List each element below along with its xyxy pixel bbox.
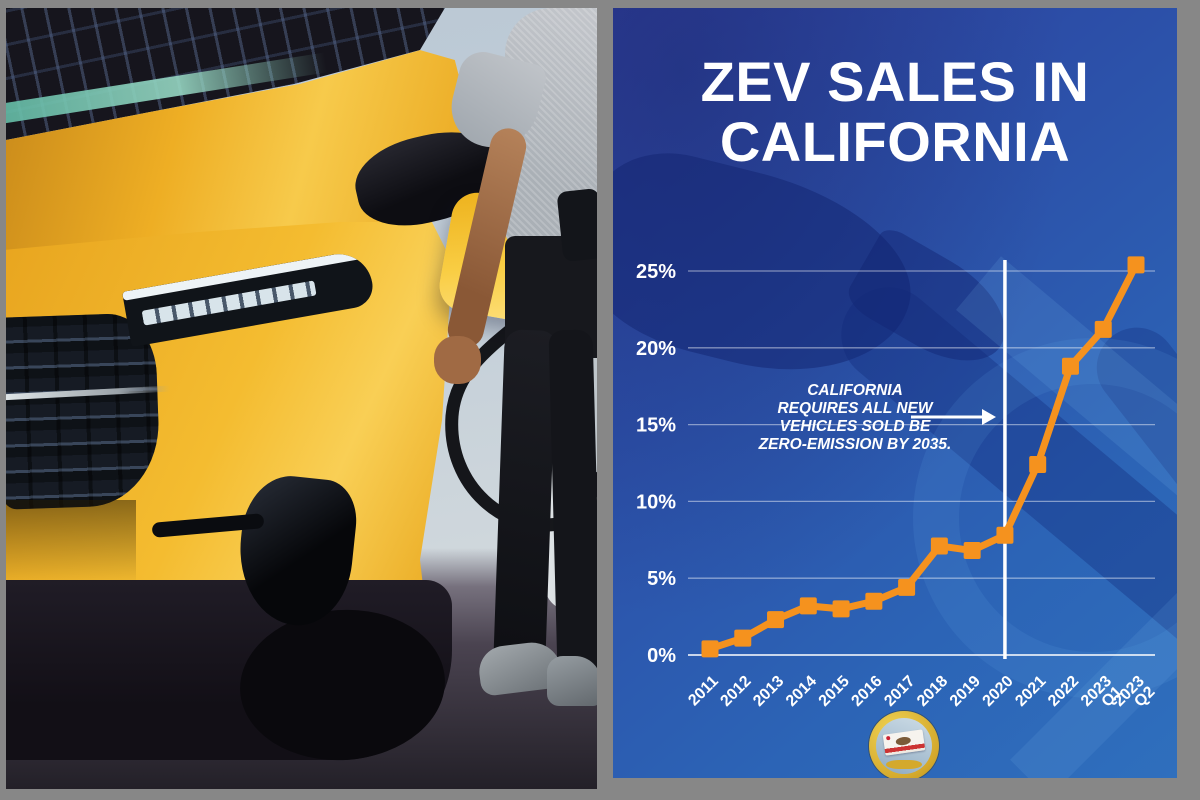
svg-text:2016: 2016 [848,673,885,710]
svg-text:2014: 2014 [783,673,820,710]
person-right-shoe [547,656,597,706]
svg-text:2012: 2012 [717,673,754,710]
svg-text:2011: 2011 [685,673,722,710]
svg-text:2020: 2020 [980,673,1017,710]
mandate-annotation: CALIFORNIA REQUIRES ALL NEW VEHICLES SOL… [735,382,975,454]
zev-sales-card: ZEV SALES IN CALIFORNIA 0% 5% 10% 15% 20% 25%… [613,8,1177,778]
svg-text:2018: 2018 [914,673,951,710]
seal-bear [895,736,912,747]
annotation-line-2: REQUIRES ALL NEW [777,399,933,417]
seal-banner [886,760,922,769]
zev-line-chart: 0% 5% 10% 15% 20% 25% 201120122013201420152016… [636,256,1159,721]
svg-text:25%: 25% [636,261,676,283]
annotation-line-4: ZERO-EMISSION BY 2035. [758,435,952,453]
svg-text:2013: 2013 [750,673,787,710]
governor-seal-icon [869,711,939,778]
page-title: ZEV SALES IN CALIFORNIA [613,52,1177,172]
title-line-2: CALIFORNIA [719,109,1071,173]
svg-text:2022: 2022 [1045,673,1082,710]
svg-text:5%: 5% [647,568,676,590]
annotation-line-3: VEHICLES SOLD BE [779,417,931,435]
person-right-leg [548,329,597,673]
ev-charging-photo [6,8,597,789]
title-line-1: ZEV SALES IN [700,50,1090,113]
svg-text:10%: 10% [636,491,676,513]
svg-text:2021: 2021 [1012,673,1049,710]
annotation-line-1: CALIFORNIA [807,382,903,399]
svg-text:20%: 20% [636,338,676,360]
svg-text:0%: 0% [647,645,676,667]
svg-text:2019: 2019 [947,673,984,710]
seal-star [885,735,891,741]
charge-connector [556,187,597,263]
grille-shadow [6,500,136,585]
svg-text:15%: 15% [636,415,676,437]
svg-text:2017: 2017 [881,673,918,710]
person-hand [434,336,481,384]
svg-text:2015: 2015 [816,673,853,710]
svg-text:2023Q2: 2023Q2 [1111,673,1159,721]
